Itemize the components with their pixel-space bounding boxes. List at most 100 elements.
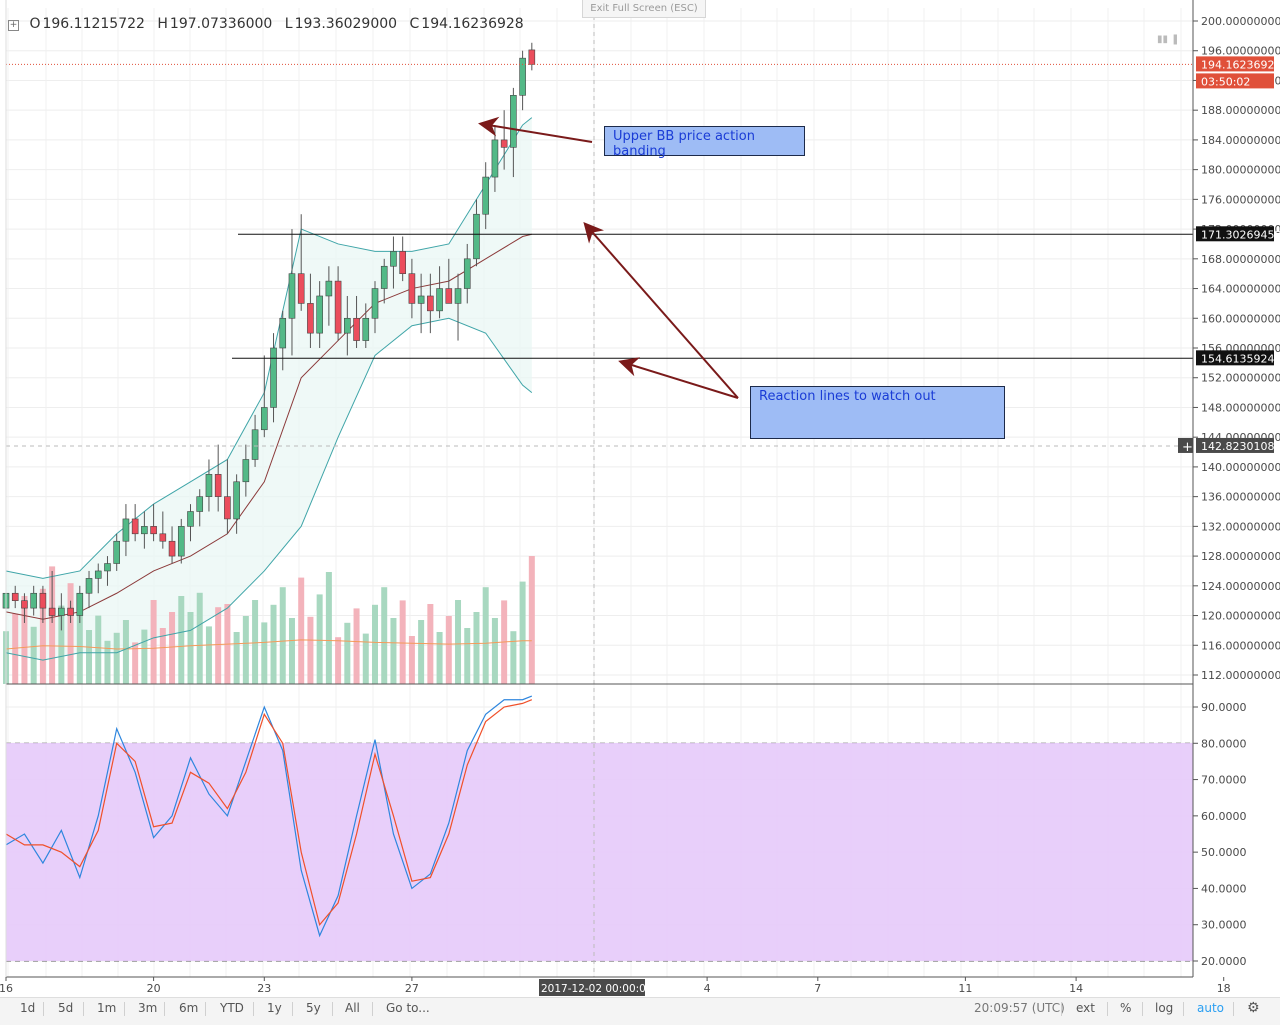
candle-body [113,540,120,564]
annotation-arrow [478,116,593,143]
candle-body [141,526,148,535]
candle-body [510,95,517,148]
period-3m[interactable]: 3m [138,1001,158,1015]
candle-body [67,607,74,616]
price-tick-label: 148.00000000 [1201,401,1280,414]
price-tick-label: 200.00000000 [1201,15,1280,28]
countdown-bg [1196,73,1274,89]
time-tick-label: 18 [1217,982,1231,995]
period-5d[interactable]: 5d [58,1001,74,1015]
candle-body [131,518,139,535]
period-1y[interactable]: 1y [267,1001,282,1015]
period-all[interactable]: All [345,1001,360,1015]
hline-upper-badge: 171.30269458 [1201,228,1280,241]
volume-bar [196,592,203,684]
hline-lower-badge-bg [1196,350,1274,366]
candle-body [307,303,314,334]
stochastic-lines [5,695,533,938]
volume-bar [298,577,305,684]
candle-body [159,533,167,542]
volume-bar [150,600,157,684]
candle-body [473,213,480,260]
volume-bar [132,642,139,684]
candle-body [380,265,388,289]
period-1d[interactable]: 1d [20,1001,36,1015]
hline-upper-badge-bg [1196,226,1274,242]
exit-fullscreen-button[interactable]: Exit Full Screen (ESC) [582,0,706,18]
ext-toggle[interactable]: ext [1076,1001,1095,1015]
candle-body [21,600,28,609]
price-tick-label: 184.00000000 [1201,134,1280,147]
volume-bar [316,594,323,684]
volume-bar [58,605,65,684]
settings-gear-icon[interactable]: ⚙ [1247,1000,1260,1016]
volume-bar [372,604,378,684]
candle-body [344,317,351,334]
candle-body [85,578,93,594]
volume-bar [362,633,369,684]
volume-bar [445,616,452,684]
note-upper-bb[interactable]: Upper BB price action banding [604,126,805,159]
log-toggle[interactable]: log [1155,1001,1174,1015]
volume-bar [288,618,295,684]
candle-body [325,280,333,297]
ohlc-open: 196.11215722 [42,16,145,32]
crosshair-date-badge: 2017-12-02 00:00:00 [541,983,653,995]
candle-body [242,459,250,483]
volume-bar [21,596,28,684]
volume-bar [122,620,129,684]
period-6m[interactable]: 6m [179,1001,199,1015]
volume-bar [104,640,111,684]
candle-body [334,280,342,334]
candle-body [205,474,213,497]
volume-bar [187,612,194,684]
candle-body [214,474,222,497]
price-tick-label: 112.00000000 [1201,669,1280,682]
note-reaction-lines[interactable]: Reaction lines to watch out [750,386,1005,439]
pause-icon[interactable]: ▮▮ ❚ [1157,34,1180,45]
candle-body [196,496,204,512]
price-tick-label: 124.00000000 [1201,580,1280,593]
volume-bar [528,556,535,684]
auto-toggle[interactable]: auto [1197,1001,1225,1015]
period-1m[interactable]: 1m [97,1001,117,1015]
volume-bar [76,604,83,684]
add-line-button-bg [1178,437,1193,453]
chart-axes [5,0,1194,978]
volume-bar [482,587,489,684]
candle-body [427,295,434,312]
osc-tick-label: 30.0000 [1201,919,1247,932]
percent-toggle[interactable]: % [1120,1001,1132,1015]
candle-body [436,288,443,312]
price-tick-label: 120.00000000 [1201,610,1280,623]
candle-body [454,288,462,304]
goto-button[interactable]: Go to... [386,1001,430,1015]
crosshair-price-badge-bg [1196,437,1274,453]
candle-body [104,563,111,572]
candle-body [76,592,84,616]
volume-bar [261,622,268,684]
candle-body [288,273,296,319]
price-tick-label: 128.00000000 [1201,550,1280,563]
volume-bar [491,618,498,684]
volume-bar [390,618,397,684]
osc-tick-label: 50.0000 [1201,846,1247,859]
candle-body [224,496,231,520]
volume-bar [408,636,415,684]
price-tick-label: 140.00000000 [1201,461,1280,474]
candle-body [187,511,194,527]
crosshair-price-badge: 142.82301083 [1201,440,1280,453]
period-5y[interactable]: 5y [306,1001,321,1015]
collapse-legend-icon[interactable]: + [8,20,19,31]
candle-body [94,570,102,579]
candle-body [297,273,305,304]
candle-body [353,317,360,341]
clock: 20:09:57 (UTC) [974,1001,1065,1015]
price-tick-label: 180.00000000 [1201,164,1280,177]
volume-bar [436,632,443,684]
volume-bar [159,628,166,684]
last-price-badge: 194.16236928 [1201,58,1280,71]
price-tick-label: 168.00000000 [1201,253,1280,266]
period-ytd[interactable]: YTD [220,1001,244,1015]
